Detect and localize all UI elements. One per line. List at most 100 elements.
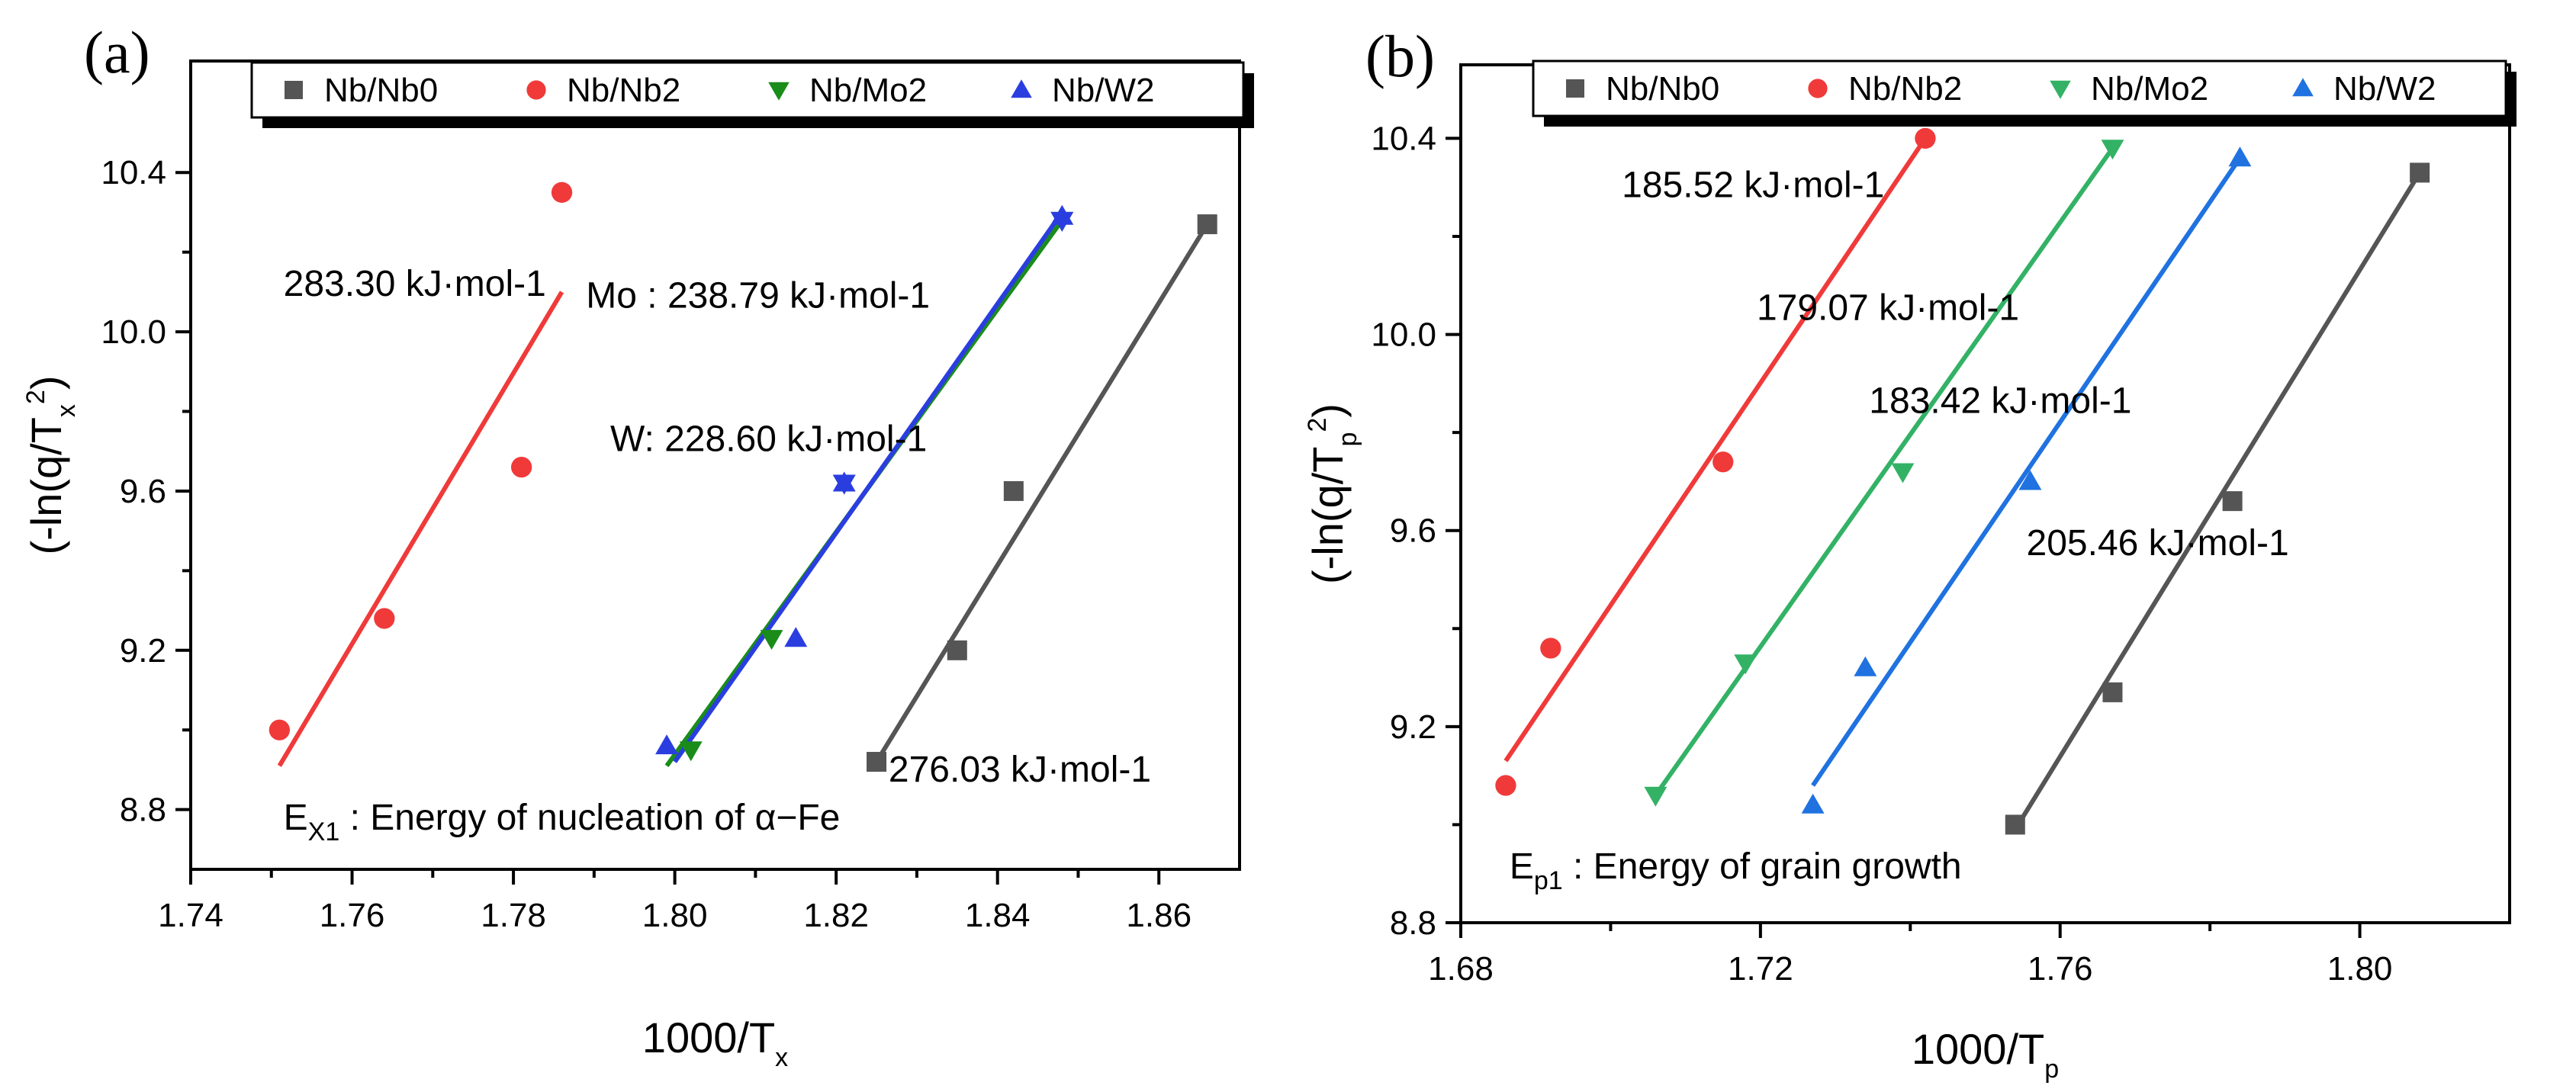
panel-label: (b) — [1365, 23, 1435, 89]
legend-entry-label: Nb/Mo2 — [2091, 70, 2208, 108]
y-axis-label-sub: p — [1333, 432, 1362, 447]
data-point-nb-nb0 — [2222, 491, 2243, 512]
data-point-nb-mo2 — [760, 630, 783, 650]
y-axis-label-prefix: (-ln(q/T — [1304, 447, 1352, 584]
fit-line-nb-w2 — [1811, 156, 2242, 787]
data-point-nb-nb0 — [947, 640, 967, 660]
data-point-nb-nb2 — [1713, 451, 1734, 473]
fit-line-nb-nb2 — [1503, 136, 1928, 763]
legend-marker-nb-nb0 — [285, 81, 303, 99]
data-point-nb-nb2 — [1540, 638, 1561, 659]
footnote-text: : Energy of nucleation of α−Fe — [339, 798, 840, 838]
activation-energy-label: 179.07 kJ·mol-1 — [1757, 287, 2019, 328]
legend-marker-nb-nb0 — [1566, 79, 1584, 98]
legend-entry-label: Nb/Nb0 — [1606, 70, 1719, 108]
footnote-subscript: p1 — [1534, 866, 1563, 895]
data-point-nb-mo2 — [1644, 786, 1667, 807]
y-tick-label: 10.0 — [1371, 316, 1436, 354]
fit-line-nb-nb0 — [2013, 171, 2422, 831]
y-tick-label: 8.8 — [1390, 904, 1436, 942]
legend-entry-label: Nb/Nb2 — [1848, 70, 1962, 108]
legend: Nb/Nb0 Nb/Nb2 Nb/Mo2 Nb/W2 — [250, 61, 1254, 128]
x-tick-label: 1.86 — [1126, 897, 1192, 934]
fit-line-nb-w2 — [673, 210, 1064, 763]
x-tick-label: 1.74 — [158, 897, 224, 934]
y-tick-label: 9.2 — [120, 632, 166, 670]
data-point-nb-nb2 — [374, 608, 395, 629]
activation-energy-label: 283.30 kJ·mol-1 — [284, 264, 546, 304]
y-tick-label: 9.6 — [1390, 512, 1436, 550]
x-tick-label: 1.82 — [803, 897, 869, 934]
panel-label: (a) — [84, 19, 150, 85]
activation-energy-label: 185.52 kJ·mol-1 — [1622, 165, 1884, 206]
x-tick-label: 1.72 — [1728, 950, 1793, 988]
data-point-nb-mo2 — [679, 741, 703, 762]
legend-entry-label: Nb/W2 — [1052, 72, 1154, 109]
footnote-symbol: E — [1510, 846, 1534, 887]
data-point-nb-mo2 — [2101, 140, 2124, 160]
legend-marker-nb-mo2 — [2050, 80, 2071, 99]
data-point-nb-w2 — [2228, 146, 2252, 167]
data-point-overlap — [832, 474, 856, 495]
legend: Nb/Nb0 Nb/Nb2 Nb/Mo2 Nb/W2 — [1532, 59, 2517, 127]
data-point-nb-nb2 — [551, 181, 573, 203]
y-axis-label-sub: x — [52, 404, 81, 417]
activation-energy-label: W: 228.60 kJ·mol-1 — [610, 419, 927, 460]
data-point-nb-nb0 — [2410, 162, 2430, 183]
legend-box — [250, 61, 1245, 119]
x-tick-label: 1.78 — [481, 897, 546, 934]
x-axis-label-main: 1000/T — [642, 1013, 775, 1061]
legend-marker-nb-mo2 — [768, 82, 790, 101]
panel-b: 1.68 1.72 1.76 1.80 8.8 9.2 9.6 10.0 10.4 (b) 1000… — [1303, 23, 2517, 1084]
activation-energy-label: 205.46 kJ·mol-1 — [2027, 523, 2289, 564]
footnote-symbol: E — [284, 798, 308, 838]
y-axis-label: (-ln(q/Tx2) — [21, 375, 81, 554]
x-tick-label: 1.84 — [965, 897, 1031, 934]
legend-box — [1532, 59, 2507, 117]
y-axis-label: (-ln(q/Tp2) — [1303, 403, 1362, 584]
data-point-nb-w2 — [1854, 656, 1877, 676]
fit-line-nb-nb2 — [277, 291, 564, 767]
y-axis-label-sup: 2 — [1303, 418, 1332, 432]
data-point-nb-nb2 — [269, 719, 290, 740]
x-tick-label: 1.76 — [2028, 950, 2093, 988]
legend-entry-label: Nb/Nb0 — [324, 72, 438, 109]
x-tick-label: 1.80 — [2327, 950, 2393, 988]
activation-energy-label: 183.42 kJ·mol-1 — [1869, 381, 2131, 421]
fit-line-nb-mo2 — [1653, 146, 2115, 797]
data-point-nb-mo2 — [1734, 654, 1758, 675]
y-tick-label: 9.6 — [120, 473, 166, 510]
energy-footnote: Ep1 : Energy of grain growth — [1510, 846, 1962, 895]
y-tick-label: 10.4 — [1371, 120, 1436, 157]
data-point-nb-nb2 — [511, 456, 532, 478]
footnote-text: : Energy of grain growth — [1563, 846, 1962, 887]
plot-frame — [189, 59, 1241, 871]
activation-energy-label: Mo : 238.79 kJ·mol-1 — [586, 276, 930, 316]
data-point-nb-nb0 — [2102, 682, 2123, 702]
data-point-nb-w2 — [1801, 793, 1825, 814]
x-axis-label-main: 1000/T — [1912, 1025, 2044, 1073]
legend-marker-nb-nb2 — [1808, 79, 1828, 98]
data-point-nb-nb0 — [2005, 814, 2025, 835]
data-point-nb-nb0 — [1003, 480, 1024, 501]
footnote-subscript: X1 — [308, 817, 340, 846]
y-tick-label: 10.0 — [101, 313, 166, 351]
legend-entry-label: Nb/W2 — [2333, 70, 2436, 108]
data-point-nb-mo2 — [1891, 463, 1915, 483]
panel-a: 1.74 1.76 1.78 1.80 1.82 1.84 1.86 8.8 9.2 9.6 10.… — [21, 19, 1254, 1072]
y-tick-label: 10.4 — [101, 154, 166, 191]
x-axis-label-sub: x — [775, 1043, 788, 1072]
data-point-nb-w2 — [2018, 470, 2042, 490]
y-axis-label-suffix: ) — [22, 375, 70, 390]
plot-frame — [1459, 63, 2511, 924]
data-point-nb-nb0 — [867, 752, 887, 772]
x-axis-label-sub: p — [2044, 1055, 2059, 1084]
legend-marker-nb-w2 — [1011, 79, 1032, 98]
activation-energy-label: 276.03 kJ·mol-1 — [889, 750, 1151, 790]
x-axis-label: 1000/Tp — [1912, 1025, 2059, 1084]
x-tick-label: 1.76 — [320, 897, 385, 934]
fit-line-nb-nb0 — [874, 223, 1210, 763]
data-point-nb-w2 — [784, 627, 808, 647]
x-axis-label: 1000/Tx — [642, 1013, 788, 1072]
